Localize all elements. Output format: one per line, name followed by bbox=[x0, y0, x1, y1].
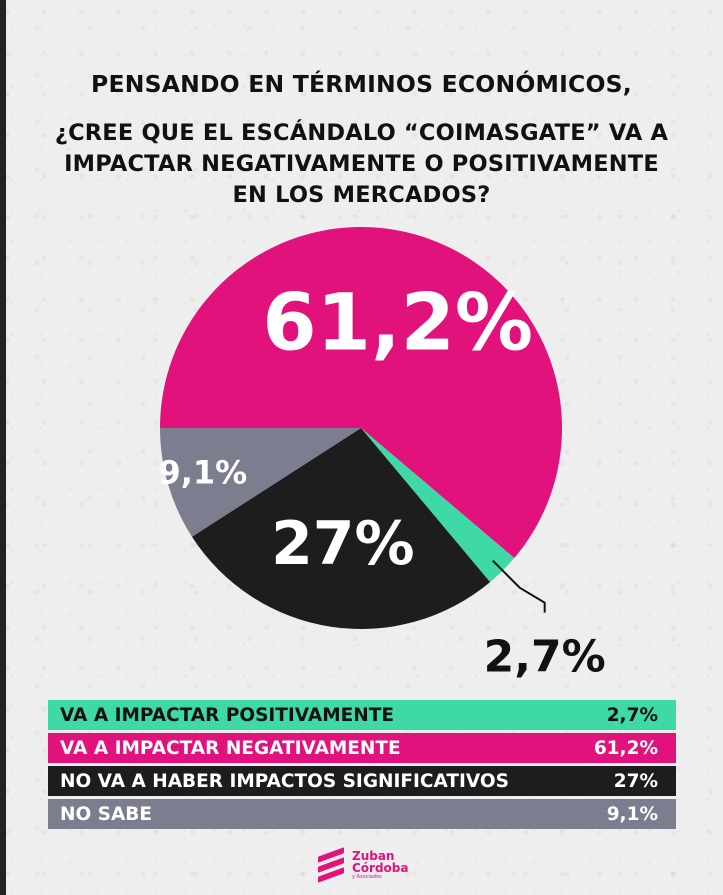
legend-value: 27% bbox=[613, 770, 658, 792]
legend-label: NO SABE bbox=[60, 803, 153, 825]
data-label-no-sabe: 9,1% bbox=[158, 453, 247, 491]
pie-chart: 61,2% 2,7% 27% 9,1% bbox=[158, 226, 606, 683]
legend-label: VA A IMPACTAR NEGATIVAMENTE bbox=[60, 737, 401, 759]
legend-value: 2,7% bbox=[606, 704, 658, 726]
legend-value: 61,2% bbox=[593, 737, 658, 759]
chart-title: PENSANDO EN TÉRMINOS ECONÓMICOS, bbox=[91, 70, 632, 98]
slice-sin-impactos bbox=[191, 428, 491, 629]
legend-item-no-sabe: NO SABE 9,1% bbox=[48, 799, 676, 829]
brand-logo: Zuban Córdoba y Asociados bbox=[318, 847, 409, 883]
legend-label: VA A IMPACTAR POSITIVAMENTE bbox=[60, 704, 394, 726]
leader-line bbox=[492, 559, 546, 613]
question-line-1: ¿CREE QUE EL ESCÁNDALO “COIMASGATE” VA A bbox=[54, 120, 669, 146]
legend-item-sin-impactos: NO VA A HABER IMPACTOS SIGNIFICATIVOS 27… bbox=[48, 766, 676, 796]
data-label-sin-impactos: 27% bbox=[271, 509, 415, 579]
legend-item-negativamente: VA A IMPACTAR NEGATIVAMENTE 61,2% bbox=[48, 733, 676, 763]
slice-negativamente bbox=[159, 226, 562, 559]
logo-text: Zuban Córdoba y Asociados bbox=[352, 850, 409, 881]
question-line-2: IMPACTAR NEGATIVAMENTE O POSITIVAMENTE bbox=[64, 151, 659, 177]
legend: VA A IMPACTAR POSITIVAMENTE 2,7% VA A IM… bbox=[48, 700, 676, 832]
data-label-negativamente: 61,2% bbox=[262, 278, 533, 368]
legend-label: NO VA A HABER IMPACTOS SIGNIFICATIVOS bbox=[60, 770, 509, 792]
slice-no-sabe bbox=[160, 428, 361, 537]
logo-line-2: Córdoba bbox=[352, 860, 409, 875]
question-line-3: EN LOS MERCADOS? bbox=[232, 182, 491, 208]
chart-question: ¿CREE QUE EL ESCÁNDALO “COIMASGATE” VA A… bbox=[0, 118, 723, 211]
legend-item-positivamente: VA A IMPACTAR POSITIVAMENTE 2,7% bbox=[48, 700, 676, 730]
slice-positivamente bbox=[361, 428, 515, 583]
logo-line-1: Zuban bbox=[352, 848, 395, 863]
legend-value: 9,1% bbox=[606, 803, 658, 825]
left-edge-strip bbox=[0, 0, 6, 895]
logo-stripes-icon bbox=[318, 847, 346, 883]
data-label-positivamente: 2,7% bbox=[484, 632, 606, 683]
logo-line-3: y Asociados bbox=[352, 873, 382, 880]
